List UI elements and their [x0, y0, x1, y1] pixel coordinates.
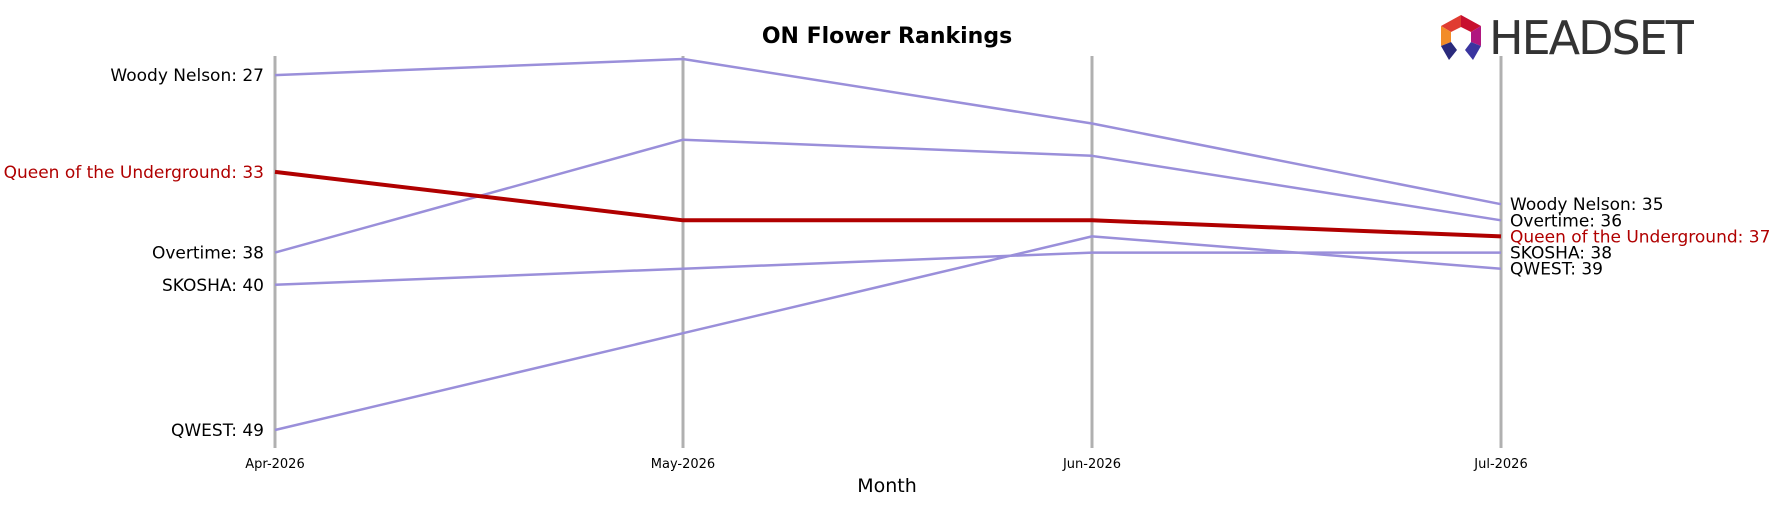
series-line-qwest — [274, 235, 1502, 432]
headset-logo: HEADSET — [1441, 11, 1697, 65]
series-line-queen-of-the-underground — [274, 169, 1502, 239]
left-label-qwest: QWEST: 49 — [171, 421, 264, 441]
series-lines — [274, 57, 1502, 432]
left-label-skosha: SKOSHA: 40 — [162, 276, 264, 296]
right-label-woody-nelson: Woody Nelson: 35 — [1510, 195, 1664, 215]
left-rank-labels: Woody Nelson: 27 Queen of the Underground… — [4, 66, 264, 441]
left-label-queen-of-the-underground: Queen of the Underground: 33 — [4, 163, 264, 183]
series-line-overtime — [274, 138, 1502, 254]
series-line-woody-nelson — [274, 57, 1502, 206]
series-line-skosha — [274, 251, 1501, 287]
right-label-skosha: SKOSHA: 38 — [1510, 244, 1612, 264]
x-axis-label: Month — [857, 475, 917, 497]
x-tick-apr-2026: Apr-2026 — [245, 457, 304, 472]
headset-logo-icon — [1441, 15, 1481, 60]
x-tick-jul-2026: Jul-2026 — [1473, 457, 1527, 472]
x-tick-jun-2026: Jun-2026 — [1062, 457, 1121, 472]
chart-title: ON Flower Rankings — [762, 24, 1012, 49]
x-tick-may-2026: May-2026 — [651, 457, 715, 472]
left-label-overtime: Overtime: 38 — [152, 244, 264, 264]
x-tick-labels: Apr-2026 May-2026 Jun-2026 Jul-2026 — [245, 457, 1527, 472]
left-label-woody-nelson: Woody Nelson: 27 — [110, 66, 264, 86]
right-label-qwest: QWEST: 39 — [1510, 260, 1603, 280]
headset-logo-text: HEADSET — [1489, 11, 1695, 65]
right-label-overtime: Overtime: 36 — [1510, 211, 1622, 231]
right-label-queen-of-the-underground: Queen of the Underground: 37 — [1510, 227, 1770, 247]
